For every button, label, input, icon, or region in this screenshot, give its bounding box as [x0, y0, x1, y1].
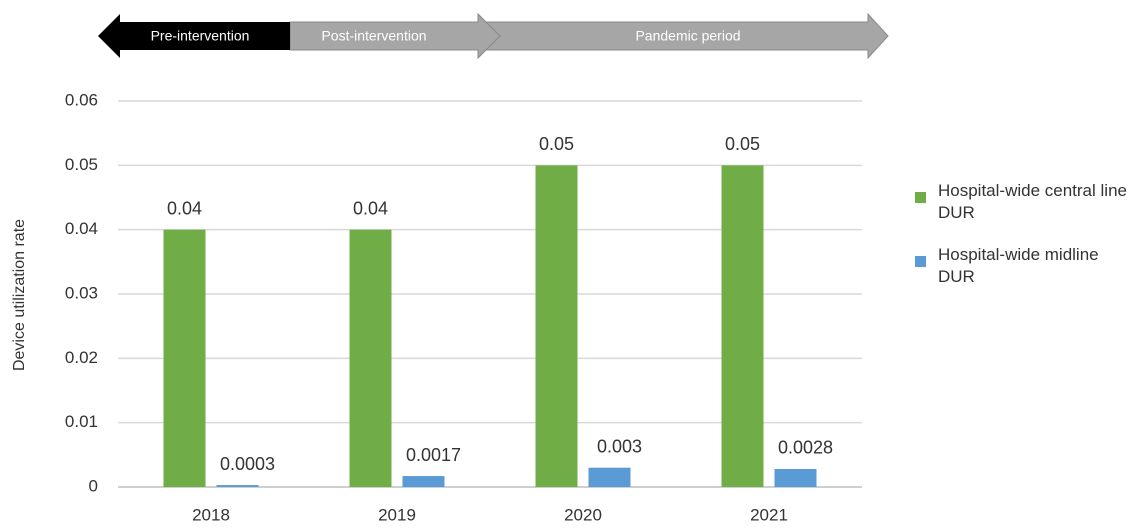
annotation: Post-intervention — [321, 28, 426, 44]
value-label: 0.04 — [353, 198, 388, 218]
value-label: 0.0028 — [778, 438, 833, 458]
y-tick-label: 0.01 — [65, 412, 98, 431]
value-label: 0.05 — [725, 134, 760, 154]
legend-label: Hospital-wide central line DUR — [938, 181, 1127, 222]
bar — [721, 165, 764, 488]
legend-label: Hospital-wide midline DUR — [938, 245, 1099, 286]
x-tick-label: 2021 — [750, 505, 788, 524]
bar — [588, 467, 631, 487]
y-axis-label: Device utilization rate — [11, 219, 28, 371]
bar — [216, 485, 259, 487]
y-tick-label: 0.04 — [65, 219, 98, 238]
bar — [163, 229, 206, 487]
y-tick-label: 0.03 — [65, 283, 98, 302]
bar — [774, 468, 817, 487]
value-label: 0.04 — [167, 198, 202, 218]
value-label: 0.003 — [597, 436, 642, 456]
y-tick-label: 0.05 — [65, 155, 98, 174]
legend-swatch — [915, 192, 926, 203]
bar — [535, 165, 578, 488]
x-tick-label: 2018 — [192, 505, 230, 524]
bar — [349, 229, 392, 487]
legend-swatch — [915, 256, 926, 267]
value-label: 0.0003 — [220, 454, 275, 474]
x-tick-label: 2019 — [378, 505, 416, 524]
y-tick-label: 0 — [89, 476, 98, 495]
legend-item: Hospital-wide midline DUR — [915, 244, 1130, 288]
post-arrow — [289, 12, 501, 60]
bar — [402, 476, 445, 487]
y-tick-label: 0.06 — [65, 90, 98, 109]
value-label: 0.0017 — [406, 445, 461, 465]
pandemic-arrow — [477, 12, 889, 60]
annotation: Pandemic period — [635, 28, 740, 44]
annotation: Pre-intervention — [151, 28, 250, 44]
legend-item: Hospital-wide central line DUR — [915, 180, 1130, 224]
pre-arrow — [98, 14, 290, 58]
x-tick-label: 2020 — [564, 505, 602, 524]
y-tick-label: 0.02 — [65, 348, 98, 367]
value-label: 0.05 — [539, 134, 574, 154]
